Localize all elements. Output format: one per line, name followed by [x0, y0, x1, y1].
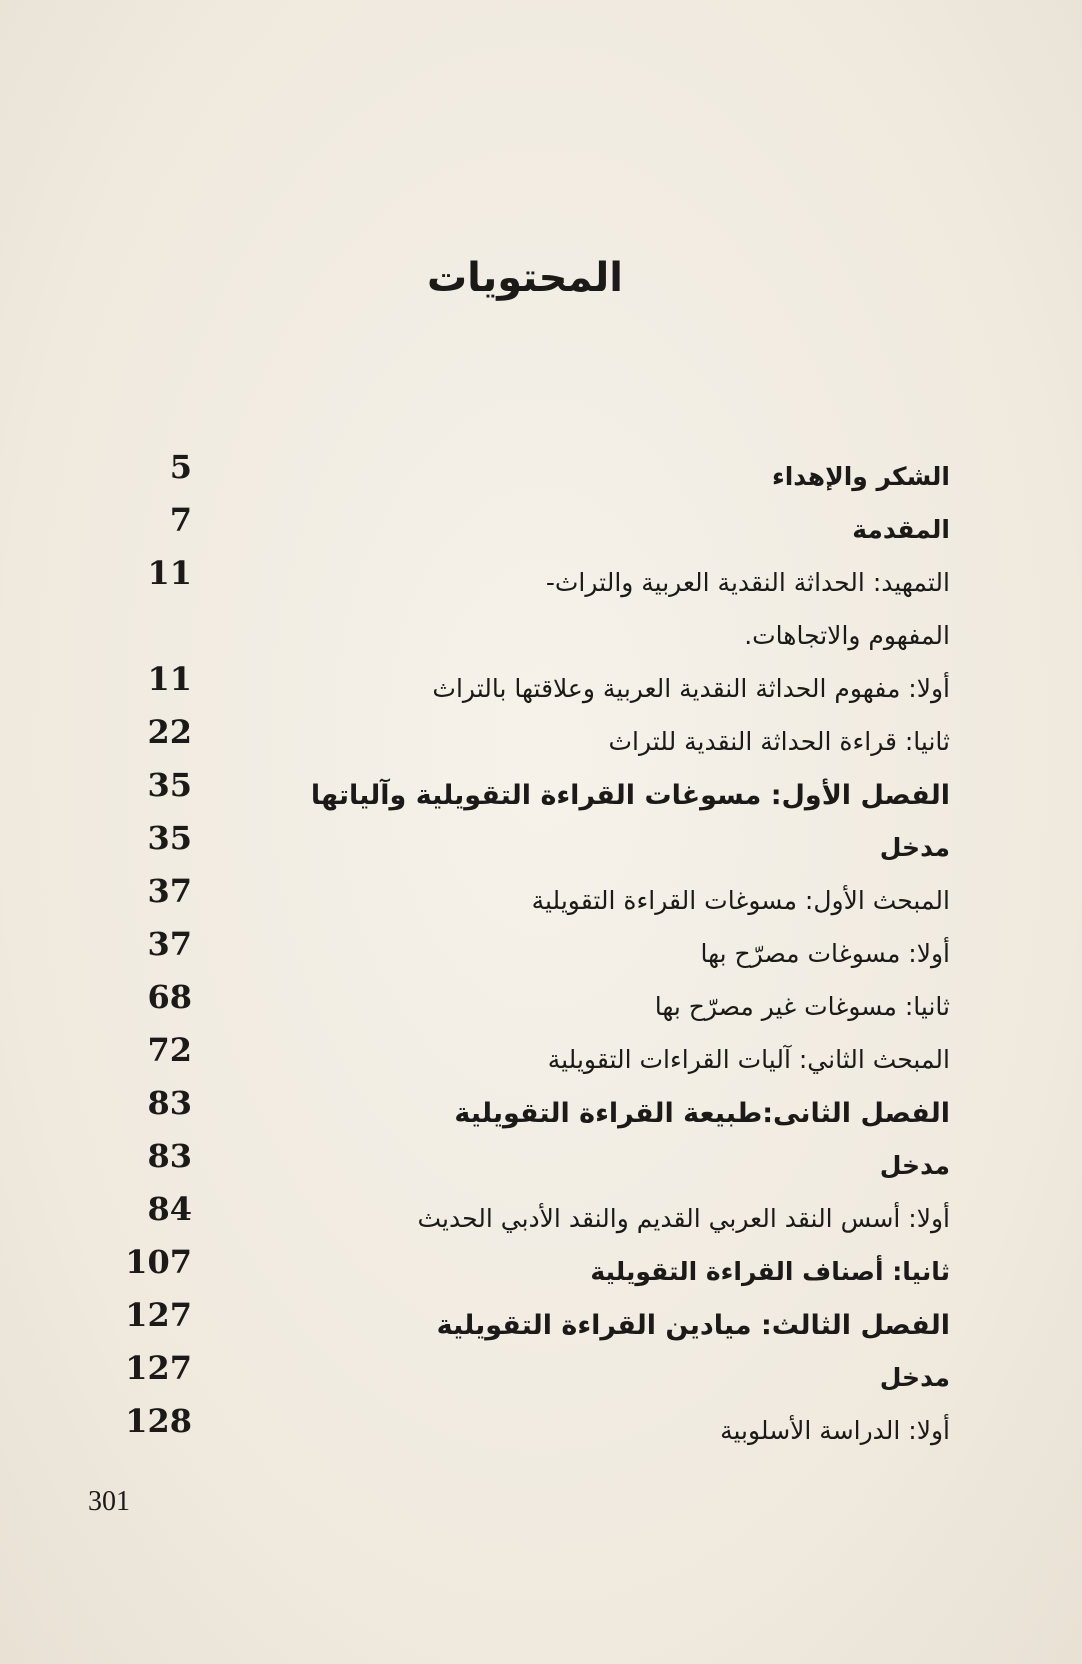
toc-page-number: 83 — [147, 1137, 192, 1175]
toc-page-number: 11 — [147, 554, 192, 592]
toc-page-number: 107 — [125, 1243, 192, 1281]
toc-entry: 83 مدخل — [0, 1137, 1082, 1201]
toc-entry-title: ثانيا: مسوغات غير مصرّح بها — [654, 992, 950, 1021]
toc-entry: 37 المبحث الأول: مسوغات القراءة التقويلية — [0, 872, 1082, 936]
toc-entry-title: أولا: مفهوم الحداثة النقدية العربية وعلا… — [432, 674, 950, 703]
toc-page-number: 22 — [147, 713, 192, 751]
toc-entry-title: المقدمة — [852, 515, 950, 544]
toc-entry-title: مدخل — [879, 1363, 950, 1392]
toc-page-number: 35 — [147, 766, 192, 804]
toc-entry: 107 ثانيا: أصناف القراءة التقويلية — [0, 1243, 1082, 1307]
toc-entry-title: الفصل الثالث: ميادين القراءة التقويلية — [436, 1310, 950, 1341]
toc-page-number: 37 — [147, 925, 192, 963]
toc-entry: 22 ثانيا: قراءة الحداثة النقدية للتراث — [0, 713, 1082, 777]
toc-page-number: 72 — [147, 1031, 192, 1069]
toc-entry-title: المفهوم والاتجاهات. — [744, 621, 950, 650]
toc-page-number: 7 — [169, 501, 192, 539]
toc-entry: 35 مدخل — [0, 819, 1082, 883]
toc-entry-title: المبحث الأول: مسوغات القراءة التقويلية — [531, 886, 950, 915]
toc-entry-title: مدخل — [879, 1151, 950, 1180]
toc-entry-title: الفصل الأول: مسوغات القراءة التقويلية وآ… — [310, 780, 950, 811]
toc-page-number: 128 — [125, 1402, 192, 1440]
toc-entry-title: التمهيد: الحداثة النقدية العربية والتراث… — [545, 568, 950, 597]
toc-entry: 128 أولا: الدراسة الأسلوبية — [0, 1402, 1082, 1466]
toc-entry: 11 أولا: مفهوم الحداثة النقدية العربية وع… — [0, 660, 1082, 724]
toc-entry-title: المبحث الثاني: آليات القراءات التقويلية — [547, 1045, 950, 1074]
toc-page-number: 37 — [147, 872, 192, 910]
toc-entry: المفهوم والاتجاهات. — [0, 621, 1082, 671]
toc-page-number: 127 — [125, 1296, 192, 1334]
toc-entry: 37 أولا: مسوغات مصرّح بها — [0, 925, 1082, 989]
toc-entry-title: مدخل — [879, 833, 950, 862]
toc-entry: 11 التمهيد: الحداثة النقدية العربية والتر… — [0, 554, 1082, 618]
toc-page-number: 68 — [147, 978, 192, 1016]
toc-entry: 127 الفصل الثالث: ميادين القراءة التقويلي… — [0, 1296, 1082, 1360]
toc-page-number: 35 — [147, 819, 192, 857]
toc-entry-title: ثانيا: قراءة الحداثة النقدية للتراث — [608, 727, 950, 756]
toc-entry: 83 الفصل الثانى:طبيعة القراءة التقويلية — [0, 1084, 1082, 1148]
toc-entry-title: أولا: أسس النقد العربي القديم والنقد الأ… — [417, 1204, 950, 1233]
toc-entry: 7 المقدمة — [0, 501, 1082, 565]
toc-entry: 5 الشكر والإهداء — [0, 448, 1082, 512]
page-title: المحتويات — [426, 255, 623, 301]
toc-entry: 84 أولا: أسس النقد العربي القديم والنقد ا… — [0, 1190, 1082, 1254]
toc-entry: 35 الفصل الأول: مسوغات القراءة التقويلية … — [0, 766, 1082, 830]
toc-entry: 72 المبحث الثاني: آليات القراءات التقويلي… — [0, 1031, 1082, 1095]
toc-page-number: 5 — [169, 448, 192, 486]
toc-entry: 127 مدخل — [0, 1349, 1082, 1413]
toc-entry-title: الفصل الثانى:طبيعة القراءة التقويلية — [454, 1098, 950, 1129]
toc-entry-title: ثانيا: أصناف القراءة التقويلية — [590, 1257, 950, 1286]
toc-entry-title: أولا: مسوغات مصرّح بها — [700, 939, 950, 968]
toc-page-number: 11 — [147, 660, 192, 698]
page-number: 301 — [88, 1486, 130, 1517]
toc-entry-title: أولا: الدراسة الأسلوبية — [720, 1416, 950, 1445]
toc-entry: 68 ثانيا: مسوغات غير مصرّح بها — [0, 978, 1082, 1042]
toc-page-number: 83 — [147, 1084, 192, 1122]
toc-page-number: 127 — [125, 1349, 192, 1387]
toc-page-number: 84 — [147, 1190, 192, 1228]
toc-entry-title: الشكر والإهداء — [771, 462, 950, 491]
